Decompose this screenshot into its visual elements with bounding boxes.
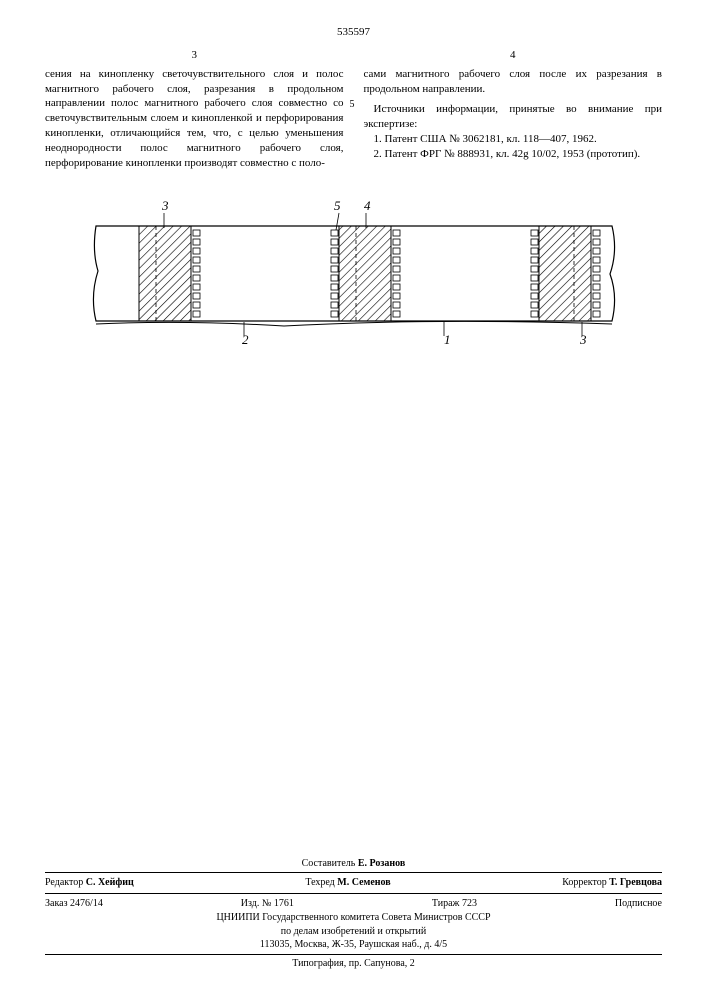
corrector-label: Корректор	[562, 877, 607, 888]
editor-name: С. Хейфиц	[86, 877, 134, 888]
typography-line: Типография, пр. Сапунова, 2	[45, 957, 662, 971]
col-right-p4: 2. Патент ФРГ № 888931, кл. 42g 10/02, 1…	[364, 147, 663, 162]
fig-label-2: 2	[242, 332, 249, 346]
techred-name: М. Семенов	[337, 877, 390, 888]
fig-label-3b: 3	[579, 332, 587, 346]
podpisnoe: Подписное	[615, 897, 662, 911]
stripe-3	[531, 226, 600, 321]
izd-no: Изд. № 1761	[241, 897, 294, 911]
right-column: 4 сами магнитного рабочего слоя после их…	[364, 48, 663, 171]
org-line-2: по делам изобретений и открытий	[45, 925, 662, 939]
patent-page: 535597 3 сения на кинопленку светочувств…	[0, 0, 707, 1000]
org-line-1: ЦНИИПИ Государственного комитета Совета …	[45, 911, 662, 925]
line-marker-5: 5	[350, 98, 355, 112]
patent-figure: 3 5 4 1 2 3	[45, 196, 662, 351]
col-left-number: 3	[45, 48, 344, 63]
col-left-body: сения на кинопленку светочувствительного…	[45, 67, 344, 171]
tirazh: Тираж 723	[432, 897, 477, 911]
col-right-p1: сами магнитного рабочего слоя после их р…	[364, 67, 663, 97]
stripe-2	[331, 226, 400, 321]
imprint-footer: Составитель Е. Розанов Редактор С. Хейфи…	[45, 857, 662, 971]
order-no: Заказ 2476/14	[45, 897, 103, 911]
col-right-p2: Источники информации, принятые во вниман…	[364, 102, 663, 132]
film-strip-svg: 3 5 4 1 2 3	[84, 196, 624, 346]
compiler-label: Составитель	[302, 858, 356, 869]
org-address: 113035, Москва, Ж-35, Раушская наб., д. …	[45, 938, 662, 952]
stripe-1	[139, 226, 200, 321]
fig-label-3: 3	[161, 198, 169, 213]
col-right-p3: 1. Патент США № 3062181, кл. 118—407, 19…	[364, 132, 663, 147]
patent-number: 535597	[45, 25, 662, 40]
fig-label-4: 4	[364, 198, 371, 213]
fig-label-5: 5	[334, 198, 341, 213]
editor-label: Редактор	[45, 877, 83, 888]
compiler-name: Е. Розанов	[358, 858, 405, 869]
corrector-name: Т. Гревцова	[609, 877, 662, 888]
fig-label-1: 1	[444, 332, 451, 346]
techred-label: Техред	[305, 877, 334, 888]
left-column: 3 сения на кинопленку светочувствительно…	[45, 48, 344, 171]
col-right-number: 4	[364, 48, 663, 63]
